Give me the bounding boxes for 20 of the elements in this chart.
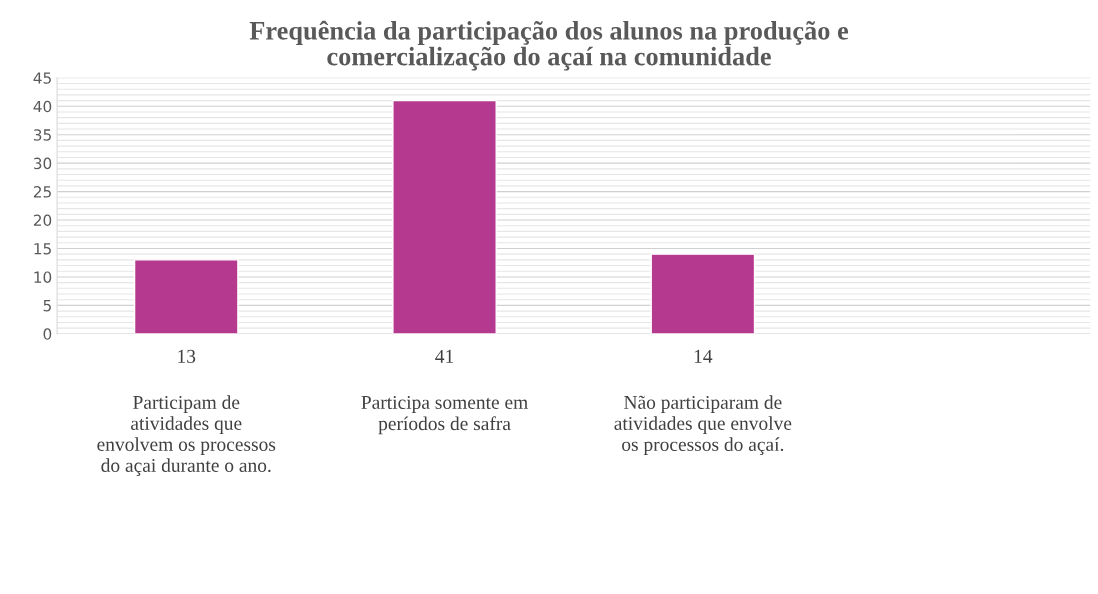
y-tick-label: 5 xyxy=(43,300,51,312)
data-label: 41 xyxy=(435,349,454,363)
x-tick-label: Participa somente em períodos de safra xyxy=(361,395,528,435)
y-tick-label: 20 xyxy=(33,214,52,227)
y-tick-label: 25 xyxy=(33,186,51,198)
data-label: 14 xyxy=(694,349,713,363)
bar xyxy=(650,253,756,334)
chart-title: Frequência da participação dos alunos na produção e comercialização do açaí na comunidade xyxy=(249,20,849,71)
x-tick-label: Participam de atividades que envolvem os processos do açai durante o ano. xyxy=(97,395,276,476)
y-tick-label: 0 xyxy=(43,328,52,340)
x-tick-label: Não participaram de atividades que envolve os processos do açaí. xyxy=(614,395,792,455)
bar xyxy=(392,99,497,334)
data-label: 13 xyxy=(178,349,196,363)
y-tick-label: 40 xyxy=(33,100,52,113)
y-tick-label: 15 xyxy=(34,243,51,255)
y-tick-label: 45 xyxy=(33,72,51,84)
y-tick-label: 30 xyxy=(33,157,52,170)
y-tick-label: 35 xyxy=(33,129,51,141)
y-tick-label: 10 xyxy=(34,271,52,283)
bar xyxy=(133,259,239,334)
